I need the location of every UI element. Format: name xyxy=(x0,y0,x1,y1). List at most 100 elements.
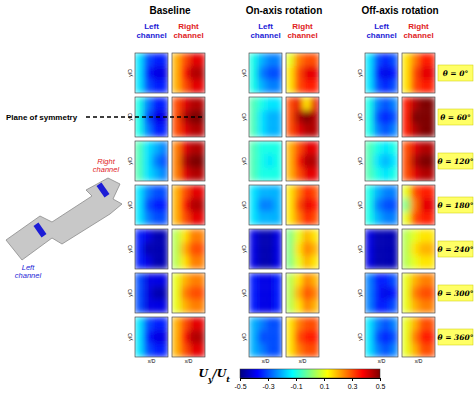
cell xyxy=(286,110,295,124)
cell xyxy=(365,273,374,287)
panel-cells xyxy=(365,229,398,269)
panel-frame xyxy=(286,229,319,269)
y-axis-label: y/D xyxy=(357,201,363,209)
cell xyxy=(249,198,258,212)
figure: BaselineLeftchannelRightchannelOn-axis r… xyxy=(0,0,474,398)
cell xyxy=(303,168,312,181)
cell xyxy=(135,124,144,137)
cell xyxy=(427,141,435,155)
cell xyxy=(311,53,319,67)
cell xyxy=(189,330,198,344)
cell xyxy=(410,300,419,313)
cell xyxy=(152,198,161,212)
cell xyxy=(390,212,398,225)
cell xyxy=(266,330,275,344)
panel-frame xyxy=(286,53,319,93)
cell xyxy=(172,256,181,269)
cell xyxy=(410,66,419,80)
panel-cells xyxy=(286,273,319,313)
panel xyxy=(249,229,282,269)
cell xyxy=(249,273,258,287)
cell xyxy=(180,80,189,93)
cell xyxy=(410,330,419,344)
cell xyxy=(135,286,144,300)
row-label: θ = 300° xyxy=(438,289,474,298)
panel-frame xyxy=(249,185,282,225)
panel xyxy=(249,273,282,313)
cell xyxy=(427,330,435,344)
cell xyxy=(160,185,168,199)
y-axis-label: y/D xyxy=(127,201,133,209)
cell xyxy=(382,154,391,168)
cell xyxy=(373,300,382,313)
cell xyxy=(402,124,411,137)
panel-cells xyxy=(365,141,398,181)
cell xyxy=(311,97,319,111)
panel xyxy=(172,53,205,93)
cell xyxy=(172,300,181,313)
panel-cells xyxy=(172,185,205,225)
cell xyxy=(410,317,419,331)
cell xyxy=(160,141,168,155)
cell xyxy=(402,141,411,155)
colorbar-label-part: /U xyxy=(212,367,228,380)
cell xyxy=(189,97,198,111)
cell xyxy=(249,80,258,93)
cell xyxy=(249,242,258,256)
group-title: Baseline xyxy=(149,5,191,16)
cell xyxy=(419,300,428,313)
cell xyxy=(180,97,189,111)
cell xyxy=(189,212,198,225)
cell xyxy=(197,53,205,67)
cell xyxy=(180,286,189,300)
panel-frame xyxy=(402,317,435,357)
cell xyxy=(365,344,374,357)
cell xyxy=(143,53,152,67)
cell xyxy=(180,141,189,155)
cell xyxy=(172,66,181,80)
cell xyxy=(180,317,189,331)
panel-cells xyxy=(365,317,398,357)
cell xyxy=(286,300,295,313)
cell xyxy=(410,286,419,300)
cell xyxy=(266,154,275,168)
cell xyxy=(189,124,198,137)
x-axis-label: x/D xyxy=(415,358,423,364)
panel-frame xyxy=(135,273,168,313)
y-axis-label: y/D xyxy=(357,245,363,253)
cell xyxy=(266,198,275,212)
panel-frame xyxy=(365,141,398,181)
cell xyxy=(303,242,312,256)
panel xyxy=(135,185,168,225)
cell xyxy=(365,330,374,344)
cell xyxy=(390,66,398,80)
y-axis-label: y/D xyxy=(127,289,133,297)
cell xyxy=(180,344,189,357)
tick-mark xyxy=(296,378,297,381)
cell xyxy=(197,229,205,243)
cell xyxy=(172,317,181,331)
panel-frame xyxy=(402,229,435,269)
cell xyxy=(274,124,282,137)
panel xyxy=(286,97,319,137)
cell xyxy=(402,66,411,80)
cell xyxy=(172,80,181,93)
cell xyxy=(427,229,435,243)
cell xyxy=(135,212,144,225)
cell xyxy=(382,242,391,256)
cell xyxy=(311,185,319,199)
cell xyxy=(172,344,181,357)
cell xyxy=(274,317,282,331)
cell xyxy=(160,53,168,67)
colorbar-tick: -0.5 xyxy=(234,378,246,390)
cell xyxy=(402,110,411,124)
cell xyxy=(197,212,205,225)
cell xyxy=(189,242,198,256)
cell xyxy=(143,66,152,80)
cell xyxy=(294,124,303,137)
cell xyxy=(180,185,189,199)
cell xyxy=(373,154,382,168)
cell xyxy=(294,242,303,256)
tick-label: 0.1 xyxy=(320,383,330,390)
cell xyxy=(180,168,189,181)
